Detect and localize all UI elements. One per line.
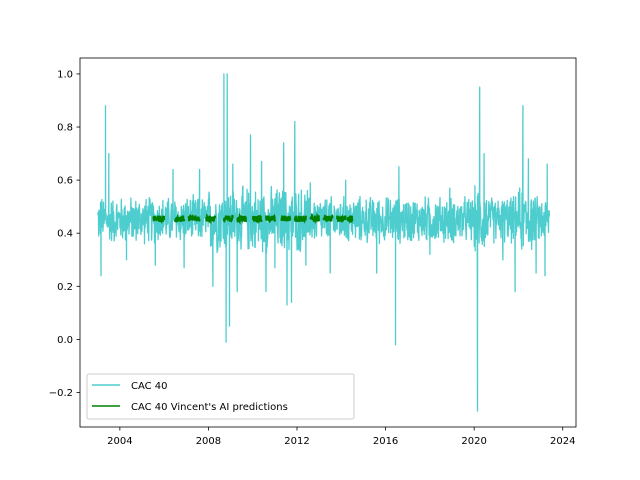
x-tick-label: 2020 [461,436,486,447]
series-segment-ai-predictions [335,213,347,223]
x-tick-label: 2012 [284,436,309,447]
series-segment-ai-predictions [265,213,276,224]
series-segment-ai-predictions [222,214,234,224]
series-line-cac40 [97,73,551,412]
axes-layer: 2004 2008 2012 2016 2020 2024 −0.2 0.0 0.2 0.4 0.6… [49,69,576,447]
series-segment-ai-predictions [293,215,307,224]
y-tick-label: 0.6 [57,176,73,187]
series-segment-ai-predictions [251,214,263,225]
y-tick-label: −0.2 [49,388,73,399]
legend-label-cac40: CAC 40 [131,381,168,392]
y-tick-label: 0.0 [57,335,73,346]
series-segment-ai-predictions [152,215,166,224]
plot-frame [79,57,577,428]
legend-label-ai-predictions: CAC 40 Vincent's AI predictions [131,402,288,413]
series-segment-ai-predictions [346,215,354,224]
series-layer [97,73,551,412]
y-tick-label: 0.4 [57,229,73,240]
y-tick-label: 1.0 [57,69,73,80]
y-tick-label: 0.8 [57,123,73,134]
x-tick-label: 2016 [373,436,398,447]
series-segment-ai-predictions [205,212,217,225]
series-segment-ai-predictions [280,215,292,222]
x-tick-label: 2008 [196,436,221,447]
x-tick-label: 2004 [107,436,132,447]
x-tick-label: 2024 [550,436,575,447]
legend: CAC 40 CAC 40 Vincent's AI predictions [86,373,355,420]
series-segment-ai-predictions [187,213,201,222]
series-segment-ai-predictions [236,212,248,226]
series-segment-ai-predictions [174,213,186,223]
series-segment-ai-predictions [309,212,321,225]
series-segment-ai-predictions [322,214,334,223]
y-tick-label: 0.2 [57,282,73,293]
legend-box [86,373,355,420]
